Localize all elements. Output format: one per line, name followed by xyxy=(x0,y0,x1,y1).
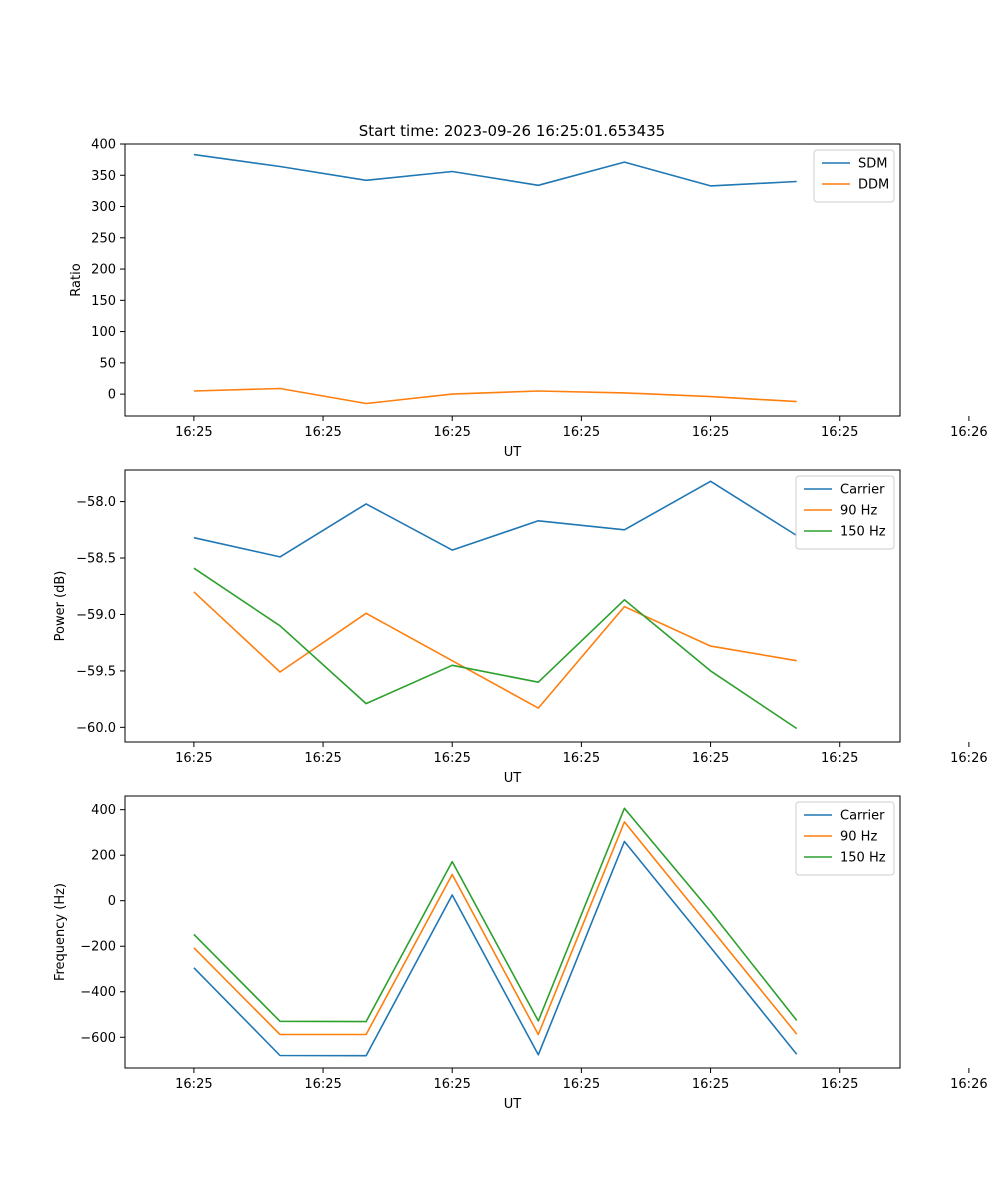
y-tick-label: 350 xyxy=(91,169,116,184)
axes-frame xyxy=(124,469,901,743)
series-line-150-hz xyxy=(193,807,798,1023)
y-tick-label: 400 xyxy=(91,803,116,818)
axes-frame xyxy=(124,143,901,417)
x-tick-label: 16:25 xyxy=(433,1077,470,1092)
series-line-90-hz xyxy=(193,591,797,709)
series-line-150-hz xyxy=(193,567,798,730)
y-tick-label: −59.0 xyxy=(76,608,116,623)
y-tick-label: −58.0 xyxy=(76,495,116,510)
x-tick-label: 16:25 xyxy=(563,425,600,440)
y-tick-label: 200 xyxy=(91,263,116,278)
legend: Carrier 90 Hz 150 Hz xyxy=(795,475,895,550)
legend-label: 150 Hz xyxy=(840,851,886,866)
series-line-ddm xyxy=(193,387,797,405)
legend: SDM DDM xyxy=(813,149,895,203)
y-tick-label: −58.5 xyxy=(76,552,116,567)
series-line-sdm xyxy=(193,153,797,187)
y-tick-label: 0 xyxy=(108,894,116,909)
series-line-carrier xyxy=(193,840,798,1057)
y-tick-label: 400 xyxy=(91,138,116,153)
y-tick-label: 100 xyxy=(91,325,116,340)
x-tick-label: 16:25 xyxy=(821,1077,858,1092)
legend-label: Carrier xyxy=(840,483,885,498)
x-tick-label: 16:25 xyxy=(821,425,858,440)
x-tick-label: 16:26 xyxy=(950,425,987,440)
x-tick-label: 16:25 xyxy=(433,425,470,440)
figure-title: Start time: 2023-09-26 16:25:01.653435 xyxy=(359,122,665,140)
y-tick-label: −600 xyxy=(80,1031,116,1046)
x-tick-label: 16:26 xyxy=(950,751,987,766)
x-tick-label: 16:25 xyxy=(692,425,729,440)
x-tick-label: 16:25 xyxy=(304,751,341,766)
legend-label: 90 Hz xyxy=(840,504,877,519)
y-tick-label: 0 xyxy=(108,388,116,403)
legend-label: Carrier xyxy=(840,809,885,824)
series-line-90-hz xyxy=(193,821,798,1036)
y-tick-label: −59.5 xyxy=(76,664,116,679)
x-tick-label: 16:25 xyxy=(175,751,212,766)
x-axis-label: UT xyxy=(504,445,522,460)
x-tick-label: 16:25 xyxy=(304,1077,341,1092)
x-tick-label: 16:25 xyxy=(433,751,470,766)
x-tick-label: 16:25 xyxy=(563,1077,600,1092)
y-tick-label: 200 xyxy=(91,849,116,864)
x-tick-label: 16:25 xyxy=(175,1077,212,1092)
y-tick-label: −400 xyxy=(80,985,116,1000)
legend-label: DDM xyxy=(858,178,889,193)
y-axis-label: Frequency (Hz) xyxy=(53,883,68,981)
x-axis-label: UT xyxy=(504,1097,522,1112)
y-tick-label: 50 xyxy=(99,356,116,371)
x-axis-label: UT xyxy=(504,771,522,786)
y-axis-label: Ratio xyxy=(69,263,84,296)
series-line-carrier xyxy=(193,480,798,558)
legend-label: SDM xyxy=(858,157,887,172)
chart-panel-1: 16:25 16:25 16:25 16:25 16:25 16:25 16:26 0 50 10… xyxy=(69,138,988,461)
y-tick-label: −60.0 xyxy=(76,721,116,736)
y-tick-label: 150 xyxy=(91,294,116,309)
x-tick-label: 16:25 xyxy=(692,1077,729,1092)
y-tick-label: 300 xyxy=(91,200,116,215)
axes-frame xyxy=(124,795,901,1069)
x-tick-label: 16:25 xyxy=(563,751,600,766)
y-axis-label: Power (dB) xyxy=(53,571,68,642)
chart-panel-2: 16:25 16:25 16:25 16:25 16:25 16:25 16:26 −60.0… xyxy=(53,469,988,786)
legend-label: 150 Hz xyxy=(840,525,886,540)
legend-label: 90 Hz xyxy=(840,830,877,845)
legend: Carrier 90 Hz 150 Hz xyxy=(795,801,895,876)
x-tick-label: 16:25 xyxy=(304,425,341,440)
y-tick-label: −200 xyxy=(80,940,116,955)
x-tick-label: 16:25 xyxy=(821,751,858,766)
x-tick-label: 16:25 xyxy=(175,425,212,440)
x-tick-label: 16:26 xyxy=(950,1077,987,1092)
y-tick-label: 250 xyxy=(91,231,116,246)
x-tick-label: 16:25 xyxy=(692,751,729,766)
chart-panel-3: 16:25 16:25 16:25 16:25 16:25 16:25 16:26 −600 −… xyxy=(53,795,988,1112)
